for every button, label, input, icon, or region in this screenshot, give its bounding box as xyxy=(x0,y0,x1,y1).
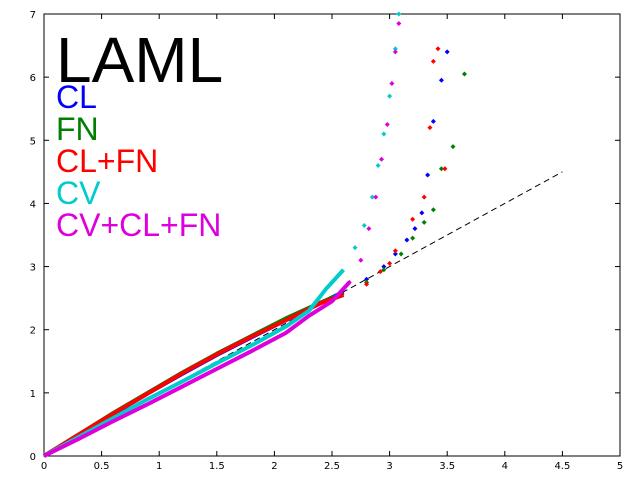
data-point xyxy=(396,20,402,26)
data-point xyxy=(346,279,352,285)
data-point xyxy=(361,223,367,229)
chart-title: LAML xyxy=(56,24,223,96)
data-point xyxy=(442,166,448,172)
data-point xyxy=(444,49,450,55)
x-tick-label: 1 xyxy=(156,461,162,472)
y-tick-label: 4 xyxy=(30,199,36,210)
y-tick-label: 3 xyxy=(30,263,36,274)
data-point xyxy=(438,77,444,83)
data-point xyxy=(364,276,370,282)
data-point xyxy=(377,269,383,275)
y-tick-label: 0 xyxy=(30,452,36,463)
series-cv-cl-fn xyxy=(43,20,402,458)
x-tick-label: 2 xyxy=(271,461,277,472)
x-tick-label: 3 xyxy=(386,461,392,472)
legend-entry-cl-fn: CL+FN xyxy=(56,143,158,179)
series-layer xyxy=(42,11,467,458)
data-point xyxy=(410,235,416,241)
series-cl xyxy=(42,49,450,458)
data-point xyxy=(366,226,372,232)
data-point xyxy=(450,144,456,150)
series-line xyxy=(42,293,345,458)
data-point xyxy=(381,131,387,137)
y-tick-label: 7 xyxy=(30,10,36,21)
data-point xyxy=(404,237,410,243)
data-point xyxy=(381,267,387,273)
data-point xyxy=(381,264,387,270)
data-point xyxy=(421,194,427,200)
data-point xyxy=(430,58,436,64)
legend-entry-cv: CV xyxy=(56,175,101,211)
y-tick-label: 6 xyxy=(30,73,36,84)
data-point xyxy=(425,172,431,178)
data-point xyxy=(410,216,416,222)
data-point xyxy=(387,93,393,99)
data-point xyxy=(396,11,402,17)
x-tick-label: 4 xyxy=(502,461,508,472)
series-line xyxy=(43,268,345,458)
data-point xyxy=(412,226,418,232)
data-point xyxy=(435,46,441,52)
series-cv xyxy=(43,11,402,458)
data-point xyxy=(389,80,395,86)
data-point xyxy=(375,163,381,169)
series-fn xyxy=(42,71,467,458)
axes: 0 0.5 1 1.5 2 2.5 3 3.5 4 4.5 5 0 1 2 3 4 5 6 7 xyxy=(30,10,624,472)
data-point xyxy=(461,71,467,77)
x-tick-label: 5 xyxy=(617,461,623,472)
x-tick-label: 3.5 xyxy=(439,461,455,472)
data-point xyxy=(352,245,358,251)
x-tick-label: 0.5 xyxy=(94,461,110,472)
data-point xyxy=(373,194,379,200)
data-point xyxy=(421,219,427,225)
data-point xyxy=(430,118,436,124)
x-tick-label: 2.5 xyxy=(324,461,340,472)
y-tick-label: 5 xyxy=(30,136,36,147)
data-point xyxy=(392,248,398,254)
data-point xyxy=(419,210,425,216)
x-tick-label: 4.5 xyxy=(554,461,570,472)
data-point xyxy=(379,156,385,162)
data-point xyxy=(427,125,433,131)
series-line xyxy=(43,281,351,458)
data-point xyxy=(358,257,364,263)
data-point xyxy=(369,194,375,200)
x-tick-label: 0 xyxy=(41,461,47,472)
legend-entry-fn: FN xyxy=(56,111,99,147)
data-point xyxy=(430,207,436,213)
data-point xyxy=(387,260,393,266)
data-point xyxy=(438,166,444,172)
data-point xyxy=(392,49,398,55)
y-tick-label: 1 xyxy=(30,389,36,400)
x-tick-label: 1.5 xyxy=(209,461,225,472)
series-cl-fn xyxy=(42,46,448,458)
data-point xyxy=(392,46,398,52)
legend-entry-cv-cl-fn: CV+CL+FN xyxy=(56,207,221,243)
data-point xyxy=(398,251,404,257)
y-tick-label: 2 xyxy=(30,326,36,337)
data-point xyxy=(392,251,398,257)
data-point xyxy=(384,122,390,127)
labels: LAML CL FN CL+FN CV CV+CL+FN xyxy=(56,24,223,243)
legend-entry-cl: CL xyxy=(56,79,97,115)
data-point xyxy=(364,281,370,287)
